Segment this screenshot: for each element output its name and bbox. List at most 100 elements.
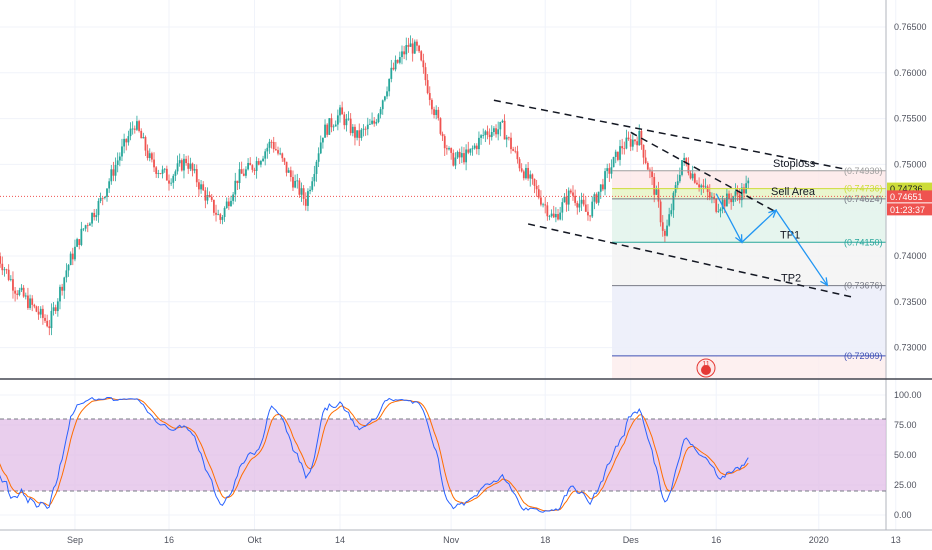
candle-body bbox=[392, 67, 395, 70]
candle-body bbox=[657, 189, 660, 202]
candle-body bbox=[595, 194, 598, 203]
candle-body bbox=[381, 100, 384, 110]
candle-body bbox=[16, 293, 19, 295]
candle-body bbox=[93, 212, 96, 218]
candle-body bbox=[332, 126, 335, 128]
candle-body bbox=[118, 156, 121, 161]
candle-body bbox=[535, 185, 538, 190]
candle-body bbox=[300, 188, 303, 195]
candle-body bbox=[655, 189, 658, 195]
candle-body bbox=[170, 182, 173, 184]
candle-body bbox=[247, 162, 249, 170]
candle-body bbox=[407, 45, 410, 47]
candle-body bbox=[653, 177, 656, 195]
candle-body bbox=[354, 126, 356, 138]
candle-body bbox=[204, 190, 207, 201]
candle-body bbox=[330, 118, 333, 128]
candle-body bbox=[89, 223, 91, 226]
candle-body bbox=[253, 169, 256, 171]
candle-body bbox=[76, 239, 78, 247]
candle-body bbox=[721, 199, 724, 210]
candle-body bbox=[405, 45, 408, 55]
candle-body bbox=[356, 130, 358, 138]
candle-body bbox=[225, 201, 228, 209]
candle-body bbox=[322, 137, 324, 143]
candle-body bbox=[234, 180, 237, 195]
candle-body bbox=[708, 191, 711, 198]
candle-body bbox=[39, 308, 42, 315]
countdown-tag: 01:23:37 bbox=[890, 205, 925, 215]
candle-body bbox=[48, 326, 51, 329]
candle-body bbox=[734, 191, 737, 197]
stochastic-panel: 100.00 75.00 50.00 25.00 0.00 bbox=[0, 390, 922, 520]
candle-body bbox=[260, 161, 262, 165]
candle-body bbox=[174, 171, 177, 176]
candle-body bbox=[217, 214, 220, 216]
candle-body bbox=[347, 118, 350, 120]
candle-body bbox=[219, 214, 222, 220]
candle-body bbox=[245, 169, 247, 176]
candle-body bbox=[362, 128, 365, 130]
candle-body bbox=[71, 253, 74, 260]
projection-arrowhead bbox=[820, 277, 829, 287]
candle-body bbox=[576, 202, 579, 208]
candle-body bbox=[507, 137, 510, 139]
candle-body bbox=[497, 129, 500, 135]
candles bbox=[0, 35, 750, 336]
candle-body bbox=[334, 124, 337, 127]
candle-body bbox=[559, 212, 562, 220]
candle-body bbox=[659, 201, 662, 223]
candle-body bbox=[61, 286, 64, 291]
candle-body bbox=[664, 230, 666, 236]
candle-body bbox=[232, 194, 235, 201]
candle-body bbox=[257, 161, 260, 165]
candle-body bbox=[12, 279, 14, 291]
candle-body bbox=[557, 214, 559, 220]
time-tick-label: 18 bbox=[540, 535, 550, 545]
candle-body bbox=[202, 184, 205, 191]
candle-body bbox=[520, 168, 523, 172]
candle-body bbox=[719, 209, 722, 212]
inner-trend-line bbox=[630, 131, 777, 213]
candle-body bbox=[473, 145, 476, 149]
event-badge-count: 11 bbox=[702, 361, 709, 368]
candle-body bbox=[413, 41, 416, 54]
candle-body bbox=[437, 109, 440, 119]
candle-body bbox=[631, 139, 634, 147]
candle-body bbox=[91, 212, 93, 224]
candle-body bbox=[691, 173, 694, 179]
candle-body bbox=[292, 177, 294, 188]
candle-body bbox=[80, 228, 83, 245]
level-label: (0.74624) bbox=[844, 194, 883, 204]
candle-body bbox=[131, 128, 134, 130]
candle-body bbox=[685, 157, 688, 165]
candle-body bbox=[7, 269, 10, 280]
candle-body bbox=[567, 190, 570, 205]
candle-body bbox=[501, 120, 504, 123]
candle-body bbox=[208, 195, 211, 197]
candle-body bbox=[623, 148, 626, 150]
candle-body bbox=[379, 109, 382, 115]
candle-body bbox=[529, 174, 532, 179]
candle-body bbox=[373, 120, 376, 124]
level-tag-sell-top: 0.74736 bbox=[890, 184, 923, 194]
candle-body bbox=[411, 43, 414, 54]
candle-body bbox=[364, 128, 367, 130]
candle-body bbox=[238, 169, 241, 184]
candle-body bbox=[687, 164, 690, 174]
candle-body bbox=[516, 151, 519, 160]
candle-body bbox=[642, 144, 645, 158]
candle-body bbox=[565, 196, 568, 205]
candle-body bbox=[50, 310, 53, 329]
candle-body bbox=[612, 156, 615, 168]
candle-body bbox=[82, 228, 85, 230]
candle-body bbox=[377, 114, 380, 123]
candle-body bbox=[730, 199, 733, 203]
candle-body bbox=[195, 169, 198, 183]
candle-body bbox=[360, 129, 363, 138]
annotation-lines: (0.74930)Stoploss(0.74736)(0.74624)Sell … bbox=[0, 99, 886, 378]
candle-body bbox=[715, 198, 718, 212]
candle-body bbox=[448, 148, 450, 150]
candle-body bbox=[644, 157, 647, 164]
candle-body bbox=[187, 163, 190, 169]
